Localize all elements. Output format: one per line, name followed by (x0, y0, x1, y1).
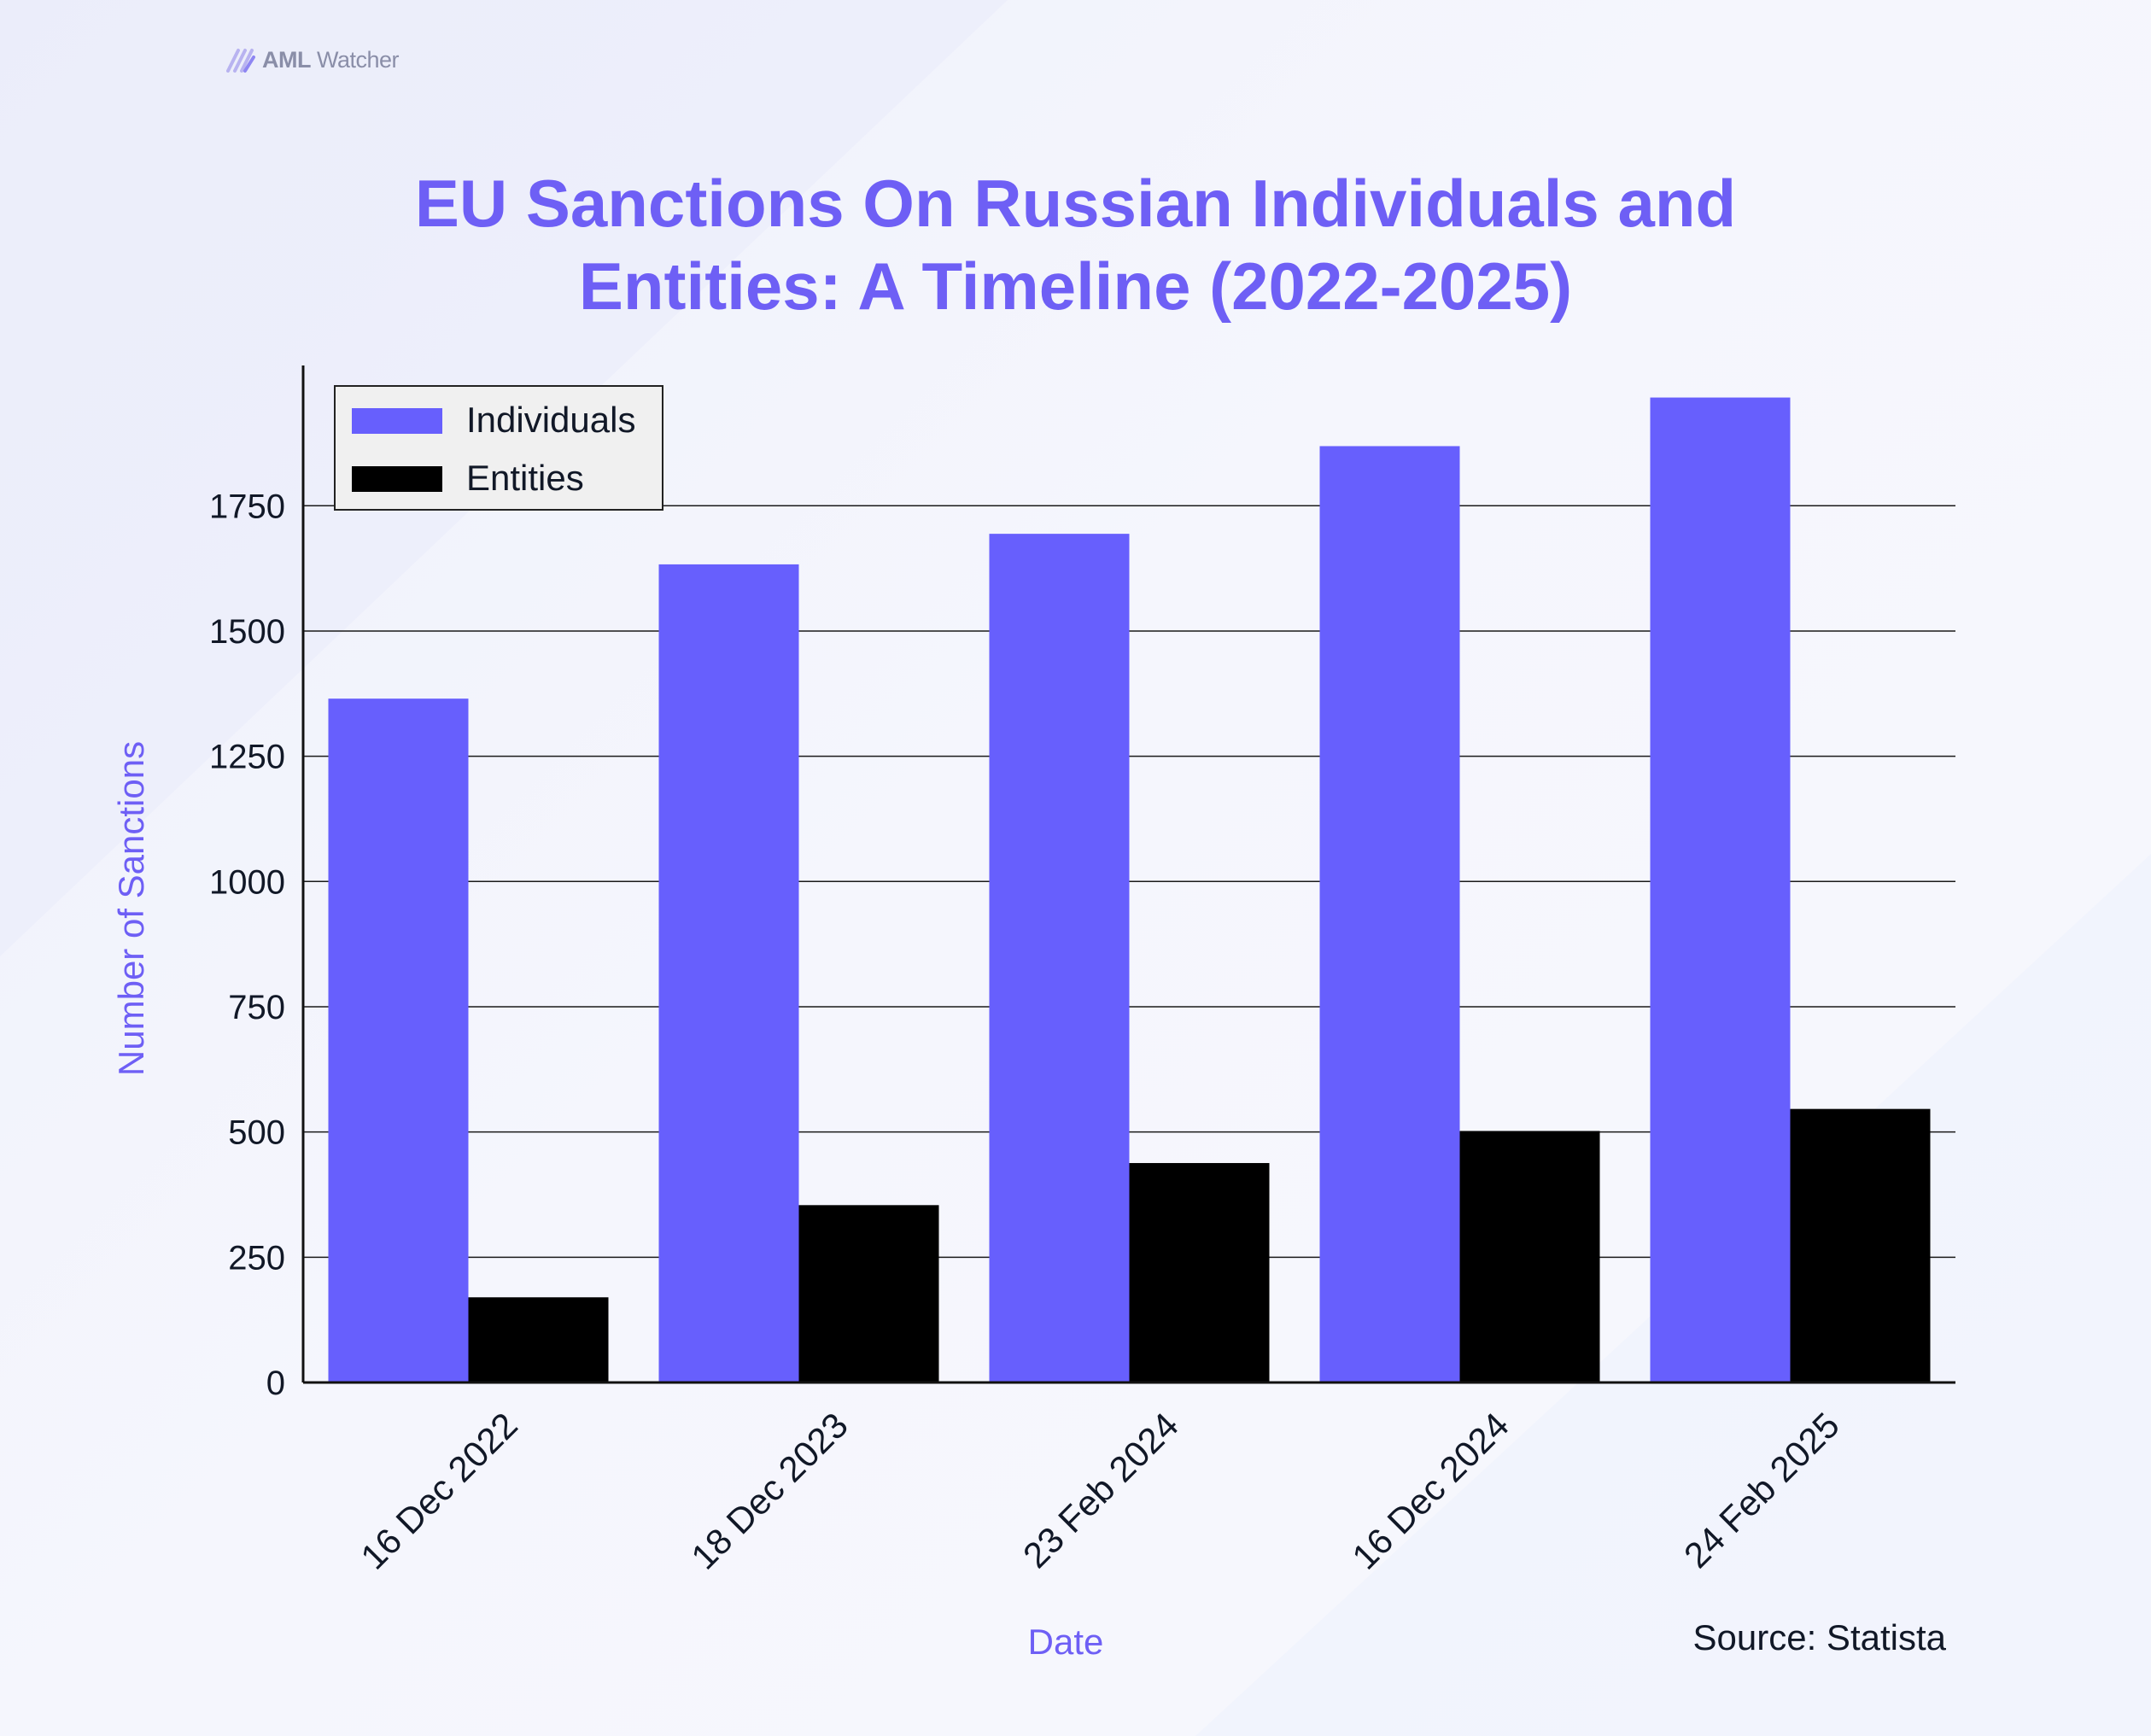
y-tick-label: 1000 (209, 863, 285, 901)
y-tick-label: 500 (228, 1114, 285, 1152)
chart-title-line-2: Entities: A Timeline (2022-2025) (578, 248, 1573, 324)
x-tick-label: 23 Feb 2024 (1015, 1405, 1186, 1575)
bar-individuals (328, 698, 469, 1382)
legend-label-individuals: Individuals (466, 400, 635, 440)
brand-name: AML Watcher (262, 46, 400, 73)
bar-entities (468, 1297, 609, 1382)
bar-individuals (658, 564, 799, 1382)
y-tick-label: 250 (228, 1239, 285, 1277)
y-axis-label: Number of Sanctions (111, 741, 151, 1076)
x-axis-label: Date (1028, 1622, 1104, 1662)
x-tick-label: 16 Dec 2024 (1344, 1405, 1517, 1577)
y-tick-label: 0 (266, 1365, 285, 1402)
y-tick-label: 1750 (209, 488, 285, 525)
bar-individuals (1650, 397, 1791, 1382)
chart-title: EU Sanctions On Russian Individuals and … (0, 162, 2151, 328)
bar-entities (1459, 1131, 1600, 1382)
brand-logo: AML Watcher (226, 43, 400, 77)
legend-swatch-entities (352, 466, 442, 492)
brand-name-rest: Watcher (310, 46, 400, 73)
brand-name-strong: AML (262, 46, 311, 73)
bar-entities (1790, 1108, 1931, 1382)
chart-title-line-1: EU Sanctions On Russian Individuals and (414, 166, 1737, 241)
bar-individuals (989, 534, 1130, 1382)
x-tick-label: 18 Dec 2023 (683, 1405, 856, 1577)
legend-label-entities: Entities (466, 458, 584, 498)
bar-individuals (1319, 446, 1460, 1382)
y-tick-label: 1500 (209, 613, 285, 651)
aml-watcher-logo-icon (226, 49, 255, 73)
source-note: Source: Statista (1692, 1617, 1946, 1657)
x-tick-label: 24 Feb 2025 (1676, 1405, 1847, 1575)
x-tick-label: 16 Dec 2022 (353, 1405, 525, 1577)
y-tick-label: 750 (228, 989, 285, 1026)
bar-entities (1129, 1163, 1270, 1382)
bar-entities (798, 1205, 939, 1382)
legend-swatch-individuals (352, 408, 442, 434)
y-tick-label: 1250 (209, 739, 285, 776)
